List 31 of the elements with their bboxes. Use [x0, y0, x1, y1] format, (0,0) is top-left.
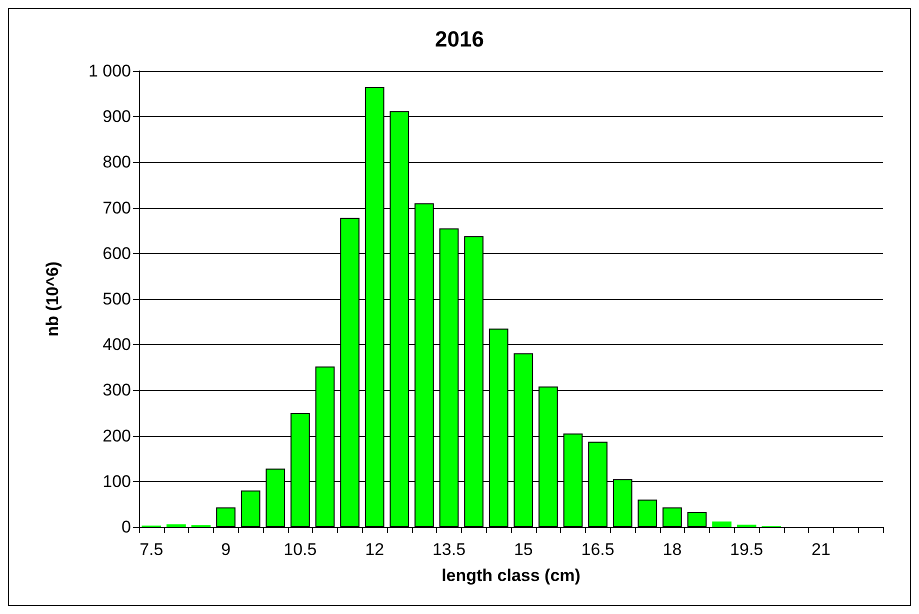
x-tick-label: 19.5: [730, 540, 764, 559]
y-tick-label: 600: [102, 244, 131, 263]
bar: [712, 522, 732, 527]
x-axis-title: length class (cm): [442, 566, 580, 585]
y-tick-label: 400: [102, 335, 131, 354]
bar: [240, 490, 260, 527]
y-tick-label: 500: [102, 290, 131, 308]
bar: [166, 524, 186, 527]
y-tick-label: 0: [122, 518, 131, 536]
bar: [216, 507, 236, 527]
chart-title: 2016: [435, 26, 484, 52]
y-tick-label: 700: [102, 198, 131, 218]
y-tick-label: 800: [102, 152, 131, 172]
bar: [662, 507, 682, 527]
y-tick-label: 100: [102, 472, 131, 491]
y-tick-label: 200: [102, 426, 131, 446]
x-tick-label: 12: [365, 540, 384, 559]
x-tick-label: 16.5: [581, 540, 614, 559]
x-tick-label: 18: [662, 540, 682, 559]
y-tick-label: 900: [102, 107, 131, 126]
bar: [638, 500, 658, 527]
bar: [687, 512, 707, 527]
x-tick-label: 7.5: [140, 540, 164, 559]
x-tick-label: 10.5: [284, 540, 317, 559]
y-tick-label: 300: [102, 380, 131, 400]
x-tick-label: 13.5: [432, 540, 466, 559]
x-tick-label: 15: [514, 540, 533, 559]
x-tick-label: 9: [221, 540, 231, 559]
y-tick-label: 1 000: [88, 62, 131, 80]
y-axis-title: nb (10^6): [43, 261, 62, 337]
x-tick-label: 21: [812, 540, 830, 559]
